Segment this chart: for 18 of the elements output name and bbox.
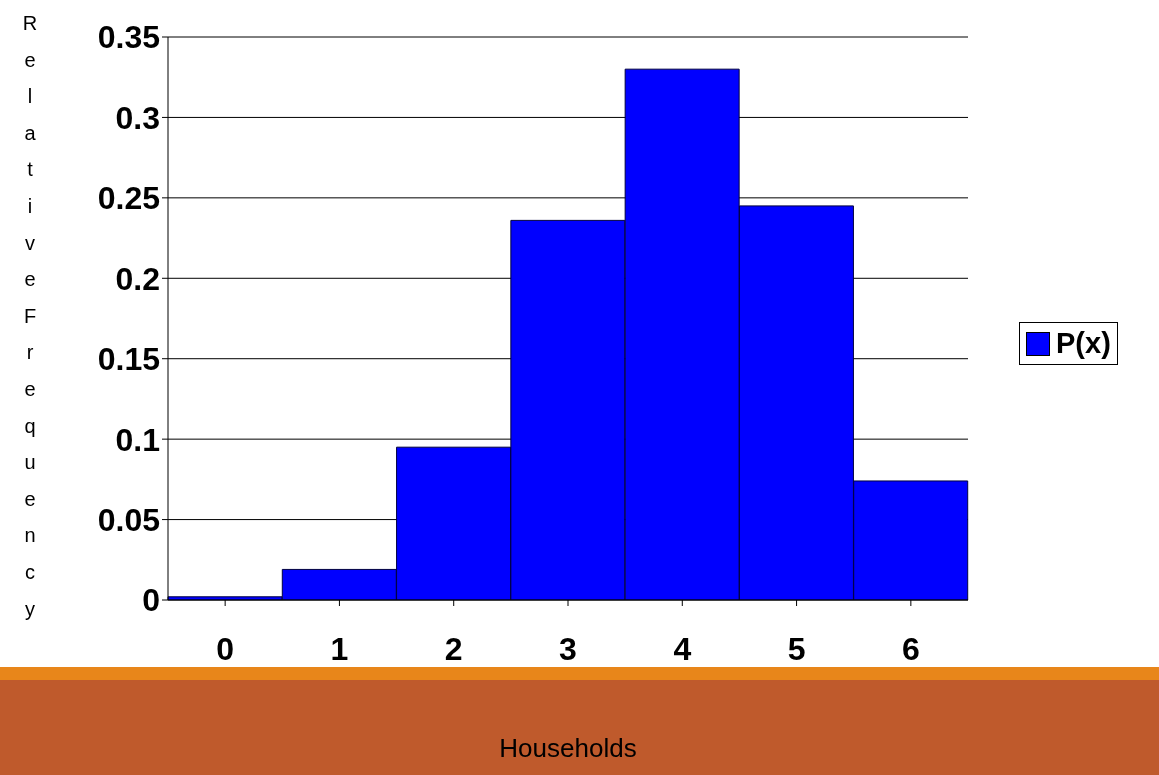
x-tick-label: 0 xyxy=(216,631,235,667)
y-tick-label: 0.35 xyxy=(97,19,160,56)
legend-label: P(x) xyxy=(1056,327,1111,360)
x-tick-label: 3 xyxy=(559,631,577,667)
y-tick-label: 0.15 xyxy=(97,341,160,378)
x-tick-label: 2 xyxy=(444,631,463,667)
y-tick-label: 0 xyxy=(142,582,160,619)
y-tick-label: 0.05 xyxy=(97,501,160,538)
x-tick-label: 5 xyxy=(787,631,806,667)
y-tick-label: 0.2 xyxy=(115,260,160,297)
x-tick-label: 6 xyxy=(901,631,920,667)
y-tick-label: 0.1 xyxy=(115,421,160,458)
y-tick-label: 0.25 xyxy=(97,180,160,217)
x-tick-label: 4 xyxy=(673,631,692,667)
x-axis-title: Households xyxy=(499,733,637,763)
x-tick-label: 1 xyxy=(330,631,349,667)
y-tick-label: 0.3 xyxy=(115,99,160,136)
text: Relative Frequency xyxy=(22,12,38,620)
